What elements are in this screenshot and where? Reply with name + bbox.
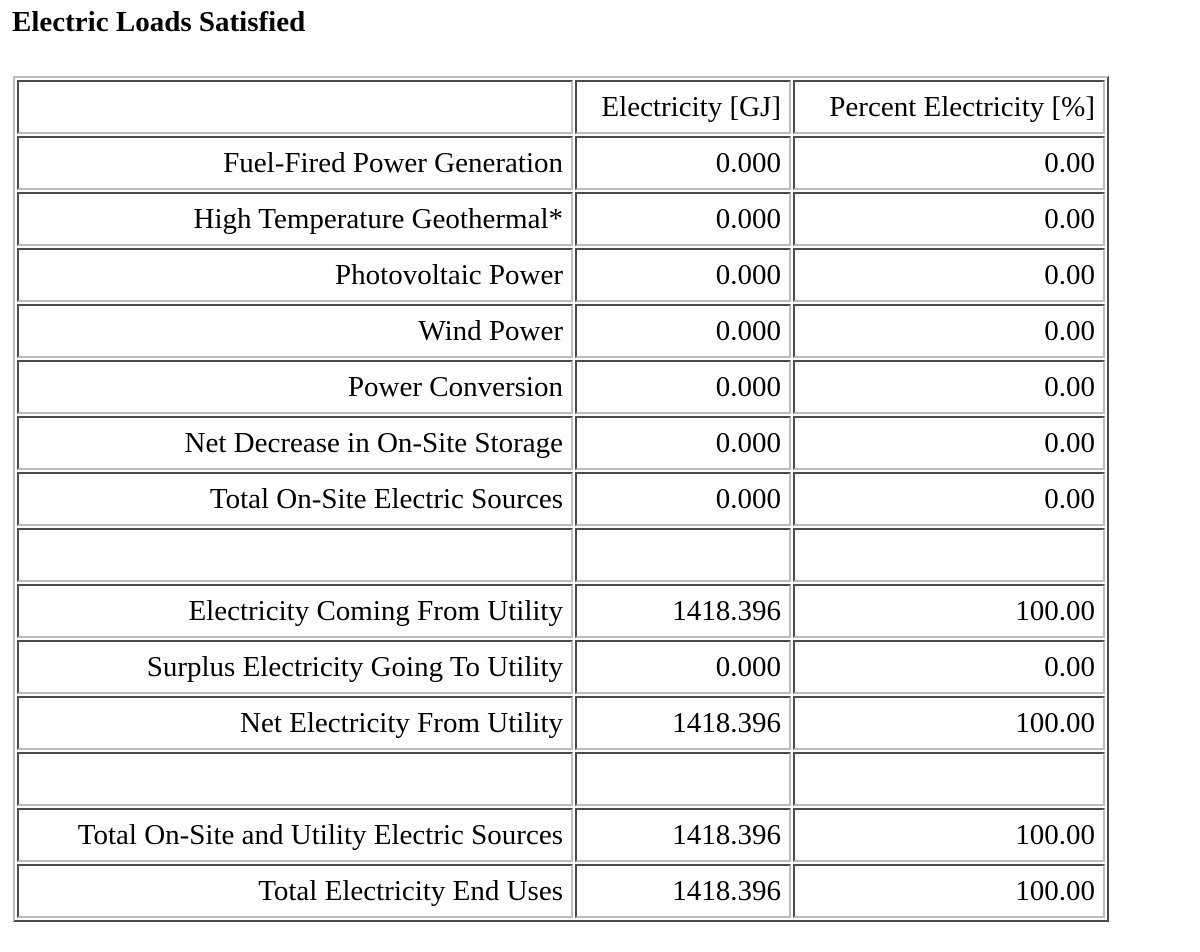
table-row: Total Electricity End Uses 1418.396 100.…	[17, 864, 1105, 918]
row-electricity	[575, 528, 791, 582]
table-row: Total On-Site Electric Sources 0.000 0.0…	[17, 472, 1105, 526]
row-percent: 0.00	[793, 640, 1105, 694]
row-label	[17, 528, 573, 582]
table-row-spacer	[17, 528, 1105, 582]
row-percent: 100.00	[793, 808, 1105, 862]
row-percent: 0.00	[793, 416, 1105, 470]
table-row: Photovoltaic Power 0.000 0.00	[17, 248, 1105, 302]
row-electricity: 0.000	[575, 360, 791, 414]
row-label: Wind Power	[17, 304, 573, 358]
header-cell-label	[17, 80, 573, 134]
table-header-row: Electricity [GJ] Percent Electricity [%]	[17, 80, 1105, 134]
header-cell-percent: Percent Electricity [%]	[793, 80, 1105, 134]
table-row-spacer	[17, 752, 1105, 806]
row-label: Total On-Site Electric Sources	[17, 472, 573, 526]
report-title: Electric Loads Satisfied	[12, 6, 306, 38]
row-percent: 0.00	[793, 360, 1105, 414]
row-percent: 100.00	[793, 584, 1105, 638]
row-electricity: 0.000	[575, 304, 791, 358]
row-electricity: 0.000	[575, 136, 791, 190]
table-row: High Temperature Geothermal* 0.000 0.00	[17, 192, 1105, 246]
row-electricity: 0.000	[575, 192, 791, 246]
table-row: Fuel-Fired Power Generation 0.000 0.00	[17, 136, 1105, 190]
row-percent: 0.00	[793, 304, 1105, 358]
row-label: Fuel-Fired Power Generation	[17, 136, 573, 190]
row-label: Total Electricity End Uses	[17, 864, 573, 918]
row-electricity: 1418.396	[575, 584, 791, 638]
row-percent: 100.00	[793, 696, 1105, 750]
row-percent: 0.00	[793, 192, 1105, 246]
row-label: Photovoltaic Power	[17, 248, 573, 302]
table-row: Net Electricity From Utility 1418.396 10…	[17, 696, 1105, 750]
electric-loads-table: Electricity [GJ] Percent Electricity [%]…	[13, 76, 1109, 922]
row-percent: 0.00	[793, 136, 1105, 190]
row-percent: 100.00	[793, 864, 1105, 918]
row-electricity: 0.000	[575, 248, 791, 302]
table-row: Electricity Coming From Utility 1418.396…	[17, 584, 1105, 638]
table-row: Power Conversion 0.000 0.00	[17, 360, 1105, 414]
row-electricity: 1418.396	[575, 864, 791, 918]
table-row: Surplus Electricity Going To Utility 0.0…	[17, 640, 1105, 694]
row-label: Net Electricity From Utility	[17, 696, 573, 750]
row-label: Power Conversion	[17, 360, 573, 414]
row-electricity	[575, 752, 791, 806]
row-electricity: 1418.396	[575, 808, 791, 862]
row-label	[17, 752, 573, 806]
row-label: Net Decrease in On-Site Storage	[17, 416, 573, 470]
row-label: Total On-Site and Utility Electric Sourc…	[17, 808, 573, 862]
row-percent	[793, 752, 1105, 806]
row-electricity: 0.000	[575, 416, 791, 470]
row-label: High Temperature Geothermal*	[17, 192, 573, 246]
header-cell-electricity: Electricity [GJ]	[575, 80, 791, 134]
table-row: Net Decrease in On-Site Storage 0.000 0.…	[17, 416, 1105, 470]
row-percent: 0.00	[793, 472, 1105, 526]
row-electricity: 0.000	[575, 640, 791, 694]
table-row: Wind Power 0.000 0.00	[17, 304, 1105, 358]
row-electricity: 1418.396	[575, 696, 791, 750]
table-row: Total On-Site and Utility Electric Sourc…	[17, 808, 1105, 862]
row-percent: 0.00	[793, 248, 1105, 302]
row-label: Electricity Coming From Utility	[17, 584, 573, 638]
row-label: Surplus Electricity Going To Utility	[17, 640, 573, 694]
row-electricity: 0.000	[575, 472, 791, 526]
row-percent	[793, 528, 1105, 582]
